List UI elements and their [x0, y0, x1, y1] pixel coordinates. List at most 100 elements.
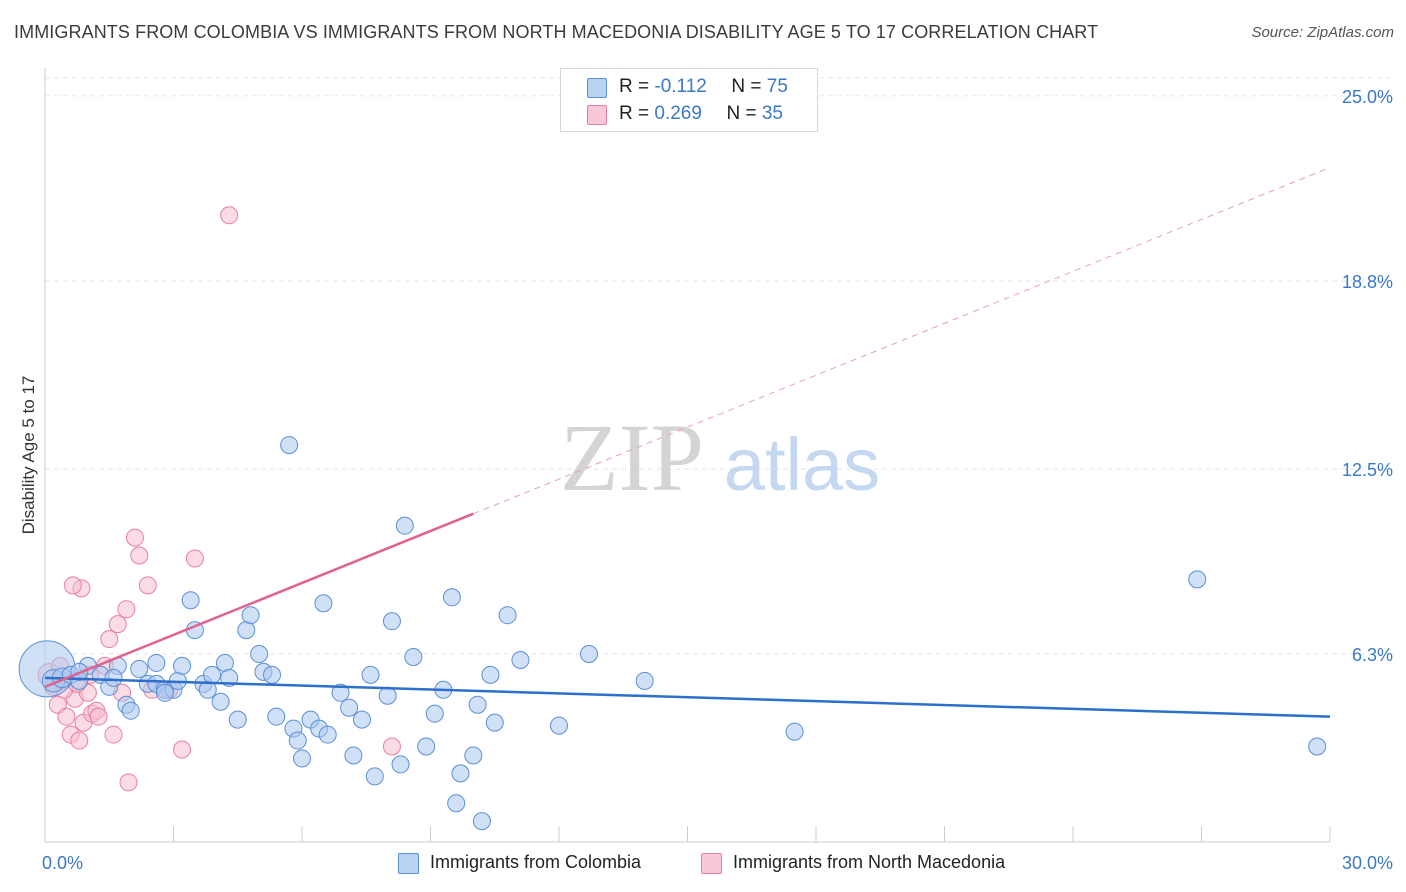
point-colombia [267, 707, 286, 726]
watermark: ZIP atlas [560, 404, 880, 511]
legend-n-label: N = [731, 76, 767, 97]
point-colombia [331, 683, 350, 702]
legend-n-label: N = [726, 103, 762, 124]
point-colombia [395, 516, 414, 535]
point-north-macedonia [117, 600, 136, 619]
point-colombia [391, 755, 410, 774]
watermark-zip: ZIP [560, 404, 704, 511]
point-colombia [215, 653, 234, 672]
point-colombia [579, 644, 598, 663]
legend-label: Immigrants from Colombia [430, 852, 642, 872]
y-tick-label: 18.8% [1342, 272, 1393, 292]
point-colombia [382, 612, 401, 631]
legend-n-value: 75 [766, 76, 788, 97]
point-colombia [425, 704, 444, 723]
point-colombia [344, 746, 363, 765]
point-colombia [447, 794, 466, 813]
legend-r-label: R = [619, 103, 655, 124]
point-colombia [250, 644, 269, 663]
point-north-macedonia [220, 206, 239, 225]
point-north-macedonia [70, 731, 89, 750]
data-points [18, 206, 1327, 831]
point-colombia [241, 606, 260, 625]
point-north-macedonia [119, 773, 138, 792]
point-colombia [417, 737, 436, 756]
x-tick-label: 0.0% [42, 853, 83, 873]
point-colombia [1308, 737, 1327, 756]
point-colombia [550, 716, 568, 735]
point-north-macedonia [89, 707, 108, 726]
point-colombia [147, 653, 166, 672]
point-north-macedonia [57, 707, 76, 726]
point-colombia [181, 591, 200, 610]
point-north-macedonia [173, 740, 192, 759]
y-tick-label: 12.5% [1342, 460, 1393, 480]
point-colombia [293, 749, 311, 768]
point-colombia [635, 671, 654, 690]
legend-r-label: R = [619, 76, 655, 97]
point-colombia [464, 746, 483, 765]
gridlines [45, 77, 1394, 655]
correlation-legend: R = -0.112 N = 75 R = 0.269 N = 35 [560, 68, 818, 132]
legend-swatch-blue [587, 78, 607, 98]
point-colombia [378, 686, 397, 705]
point-colombia [404, 647, 423, 666]
point-colombia [203, 665, 222, 684]
point-colombia [352, 710, 371, 729]
point-colombia [155, 683, 174, 702]
axes [44, 68, 1331, 843]
point-north-macedonia [138, 576, 157, 595]
point-colombia [173, 656, 192, 675]
point-colombia [1188, 570, 1207, 589]
trend-lines [44, 167, 1331, 718]
point-north-macedonia [100, 630, 119, 649]
point-colombia [472, 812, 491, 831]
y-axis-label: Disability Age 5 to 17 [19, 376, 38, 535]
legend-swatch-pink [701, 853, 722, 874]
chart-title: IMMIGRANTS FROM COLOMBIA VS IMMIGRANTS F… [14, 22, 1099, 42]
source-credit: Source: ZipAtlas.com [1251, 24, 1394, 41]
point-colombia [288, 731, 307, 750]
point-colombia [481, 665, 500, 684]
point-north-macedonia [104, 725, 123, 744]
point-colombia [498, 606, 517, 625]
point-colombia [314, 594, 333, 613]
trend-line-north-macedonia [44, 512, 474, 688]
x-tick-label: 30.0% [1342, 853, 1393, 873]
legend-label: Immigrants from North Macedonia [733, 852, 1006, 872]
point-colombia [130, 659, 149, 678]
legend-n-value: 35 [761, 103, 783, 124]
legend-r-value: -0.112 [654, 76, 707, 97]
tick-labels: 6.3% 12.5% 18.8% 25.0% 0.0% 30.0% [42, 87, 1393, 873]
point-colombia [511, 650, 530, 669]
point-colombia [468, 695, 487, 714]
point-colombia [318, 725, 337, 744]
point-colombia [228, 710, 247, 729]
trend-line-colombia [44, 676, 1331, 718]
point-colombia [237, 621, 256, 640]
point-north-macedonia [130, 546, 149, 565]
point-colombia [365, 767, 384, 786]
point-north-macedonia [63, 576, 82, 595]
point-colombia [451, 764, 470, 783]
point-colombia [121, 701, 140, 720]
point-north-macedonia [108, 615, 127, 634]
point-colombia [442, 588, 461, 607]
legend-swatch-pink [587, 105, 607, 125]
point-colombia [104, 668, 123, 687]
watermark-atlas: atlas [724, 423, 880, 506]
point-colombia [263, 665, 282, 684]
point-colombia [361, 665, 380, 684]
legend-r-value: 0.269 [654, 103, 702, 124]
point-colombia [340, 698, 359, 717]
point-colombia [280, 436, 299, 455]
y-tick-label: 25.0% [1342, 87, 1393, 107]
legend-swatch-blue [398, 853, 419, 874]
y-tick-label: 6.3% [1352, 645, 1393, 665]
point-north-macedonia [382, 737, 401, 756]
point-north-macedonia [125, 528, 144, 547]
point-north-macedonia [185, 549, 204, 568]
point-colombia [485, 713, 504, 732]
point-colombia [785, 722, 804, 741]
